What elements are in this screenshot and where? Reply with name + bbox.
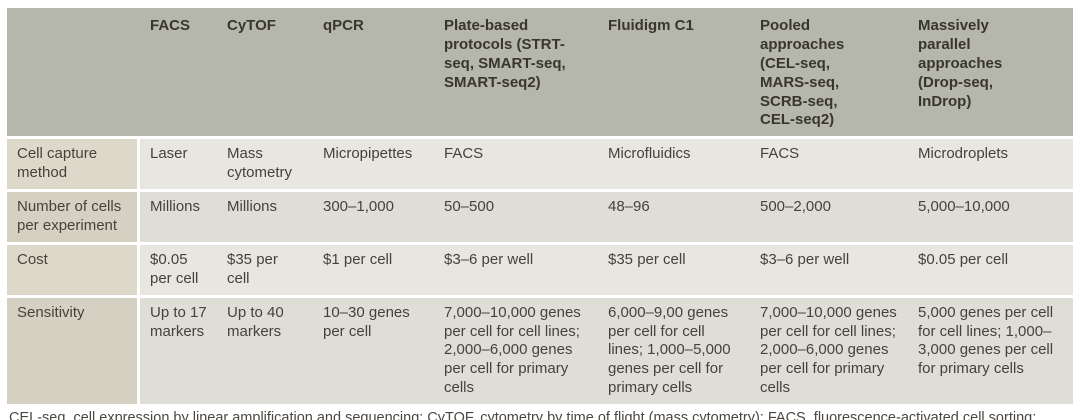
table-cell: $35 per cell — [217, 241, 313, 295]
table-cell: $1 per cell — [313, 241, 434, 295]
footnote-text: CEL-seq, cell expression by linear ampli… — [9, 410, 1037, 420]
table-cell: 5,000 genes per cell for cell lines; 1,0… — [908, 294, 1073, 405]
table-cell: Microfluidics — [598, 136, 750, 190]
table-cell: Millions — [217, 189, 313, 242]
table-cell: Laser — [140, 136, 217, 190]
table-cell: Up to 17 markers — [140, 294, 217, 405]
table-row-cost: Cost $0.05 per cell $35 per cell $1 per … — [7, 241, 1073, 295]
table-cell: Millions — [140, 189, 217, 242]
table-cell: 500–2,000 — [750, 189, 908, 242]
column-header-massively-parallel: Massively parallel approaches (Drop-seq,… — [908, 8, 1073, 137]
table-cell: FACS — [750, 136, 908, 190]
table-cell: FACS — [434, 136, 598, 190]
table-cell: Mass cytometry — [217, 136, 313, 190]
row-label-number-of-cells: Number of cells per experiment — [7, 189, 140, 242]
comparison-table: FACS CyTOF qPCR Plate-based protocols (S… — [7, 8, 1073, 405]
table-cell: $3–6 per well — [434, 241, 598, 295]
table-cell: Micropipettes — [313, 136, 434, 190]
column-header-qpcr: qPCR — [313, 8, 434, 137]
table-cell: 7,000–10,000 genes per cell for cell lin… — [750, 294, 908, 405]
header-row: FACS CyTOF qPCR Plate-based protocols (S… — [7, 8, 1073, 137]
table-row-number-of-cells: Number of cells per experiment Millions … — [7, 189, 1073, 242]
table-cell: 10–30 genes per cell — [313, 294, 434, 405]
header-corner-cell — [7, 8, 140, 137]
table-cell: 300–1,000 — [313, 189, 434, 242]
table-cell: Microdroplets — [908, 136, 1073, 190]
column-header-fluidigm-c1: Fluidigm C1 — [598, 8, 750, 137]
table-cell: $0.05 per cell — [908, 241, 1073, 295]
table-cell: 5,000–10,000 — [908, 189, 1073, 242]
column-header-plate-based: Plate-based protocols (STRT-seq, SMART-s… — [434, 8, 598, 137]
table-row-sensitivity: Sensitivity Up to 17 markers Up to 40 ma… — [7, 294, 1073, 405]
table-cell: 7,000–10,000 genes per cell for cell lin… — [434, 294, 598, 405]
column-header-facs: FACS — [140, 8, 217, 137]
table-cell: $35 per cell — [598, 241, 750, 295]
column-header-cytof: CyTOF — [217, 8, 313, 137]
row-label-cost: Cost — [7, 241, 140, 295]
table-cell: 6,000–9,00 genes per cell for cell lines… — [598, 294, 750, 405]
table-cell: $3–6 per well — [750, 241, 908, 295]
table-cell: 48–96 — [598, 189, 750, 242]
row-label-sensitivity: Sensitivity — [7, 294, 140, 405]
table-cell: Up to 40 markers — [217, 294, 313, 405]
table-cell: 50–500 — [434, 189, 598, 242]
table-cell: $0.05 per cell — [140, 241, 217, 295]
table-row-cell-capture-method: Cell capture method Laser Mass cytometry… — [7, 136, 1073, 190]
row-label-cell-capture: Cell capture method — [7, 136, 140, 190]
column-header-pooled: Pooled approaches (CEL-seq, MARS-seq, SC… — [750, 8, 908, 137]
